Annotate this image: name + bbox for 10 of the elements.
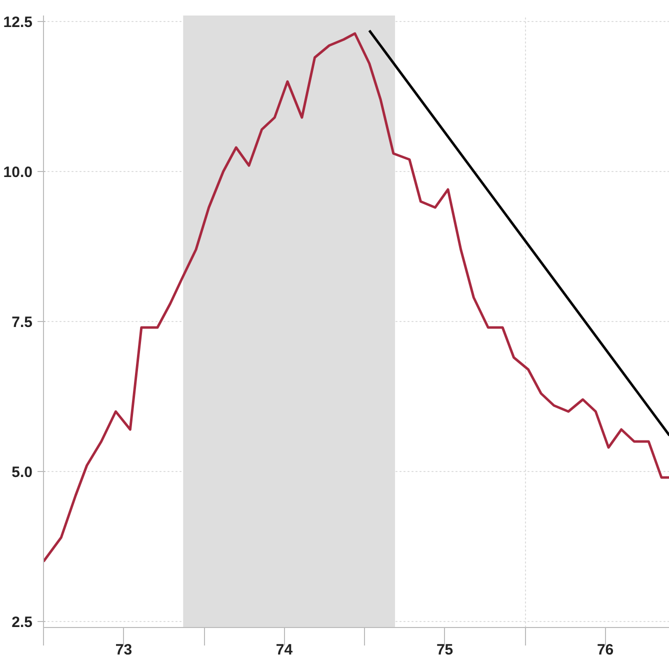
y-tick-label: 2.5 [12,614,33,631]
x-tick-label: 76 [596,642,614,657]
y-tick-label: 5.0 [12,464,33,481]
y-tick-label: 7.5 [12,314,33,331]
y-tick-label: 10.0 [3,164,33,181]
x-tick-label: 74 [276,642,294,657]
x-tick-label: 75 [436,642,454,657]
y-tick-label: 12.5 [3,14,33,31]
x-tick-label: 73 [115,642,132,657]
line-series [44,32,669,563]
